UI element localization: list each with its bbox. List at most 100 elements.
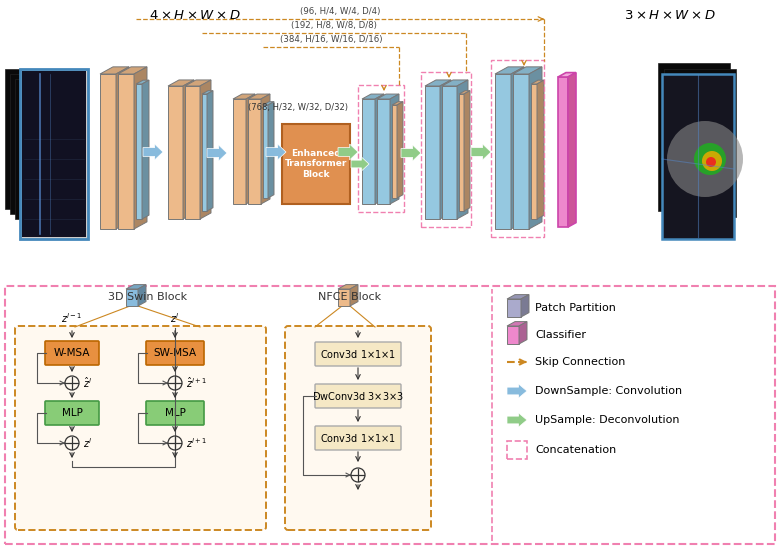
Bar xyxy=(658,63,730,211)
Text: Concatenation: Concatenation xyxy=(535,445,616,455)
Polygon shape xyxy=(471,144,491,160)
Text: MLP: MLP xyxy=(165,408,185,418)
Text: MLP: MLP xyxy=(62,408,83,418)
Polygon shape xyxy=(233,94,255,99)
Polygon shape xyxy=(529,67,542,229)
Circle shape xyxy=(667,121,743,197)
Polygon shape xyxy=(183,80,194,219)
Polygon shape xyxy=(118,67,147,74)
Polygon shape xyxy=(440,80,451,219)
Polygon shape xyxy=(116,67,129,229)
Polygon shape xyxy=(507,413,527,427)
Bar xyxy=(662,74,734,239)
Text: (192, H/8, W/8, D/8): (192, H/8, W/8, D/8) xyxy=(291,21,377,30)
Polygon shape xyxy=(207,91,213,211)
Bar xyxy=(664,69,736,217)
Bar xyxy=(20,69,88,239)
FancyBboxPatch shape xyxy=(282,124,350,204)
Polygon shape xyxy=(362,99,375,204)
Polygon shape xyxy=(377,99,390,204)
Polygon shape xyxy=(531,80,544,84)
Text: UpSample: Deconvolution: UpSample: Deconvolution xyxy=(535,415,679,425)
Polygon shape xyxy=(521,295,529,317)
Polygon shape xyxy=(338,289,350,306)
Bar xyxy=(10,74,78,214)
Polygon shape xyxy=(142,80,149,219)
Polygon shape xyxy=(392,105,397,198)
Text: $z^{l+1}$: $z^{l+1}$ xyxy=(186,436,208,450)
FancyBboxPatch shape xyxy=(285,326,431,530)
Polygon shape xyxy=(507,299,521,317)
Polygon shape xyxy=(248,94,270,99)
Polygon shape xyxy=(513,74,529,229)
Bar xyxy=(5,69,73,209)
Polygon shape xyxy=(568,72,576,227)
Polygon shape xyxy=(351,157,369,171)
Polygon shape xyxy=(136,84,142,219)
Polygon shape xyxy=(558,72,576,77)
Polygon shape xyxy=(495,74,511,229)
Circle shape xyxy=(706,157,716,167)
Polygon shape xyxy=(202,94,207,211)
FancyBboxPatch shape xyxy=(45,341,99,365)
Polygon shape xyxy=(531,84,537,219)
Polygon shape xyxy=(100,67,129,74)
Text: (384, H/16, W/16, D/16): (384, H/16, W/16, D/16) xyxy=(280,35,382,44)
Polygon shape xyxy=(350,284,358,306)
Polygon shape xyxy=(202,91,213,94)
Polygon shape xyxy=(464,91,470,211)
Polygon shape xyxy=(390,94,399,204)
FancyBboxPatch shape xyxy=(315,342,401,366)
Text: 3D Swin Block: 3D Swin Block xyxy=(109,292,187,302)
FancyBboxPatch shape xyxy=(315,384,401,408)
Text: Classifier: Classifier xyxy=(535,330,586,340)
Text: (768, H/32, W/32, D/32): (768, H/32, W/32, D/32) xyxy=(248,103,348,112)
Bar xyxy=(558,77,568,227)
Polygon shape xyxy=(263,102,274,105)
Polygon shape xyxy=(375,94,384,204)
Polygon shape xyxy=(266,144,286,160)
Polygon shape xyxy=(377,94,399,99)
Polygon shape xyxy=(459,91,470,94)
Polygon shape xyxy=(261,94,270,204)
Polygon shape xyxy=(425,80,451,86)
Polygon shape xyxy=(459,94,464,211)
Polygon shape xyxy=(442,80,468,86)
Text: NFCE Block: NFCE Block xyxy=(319,292,382,302)
Polygon shape xyxy=(185,86,200,219)
Text: Patch Partition: Patch Partition xyxy=(535,303,616,313)
Polygon shape xyxy=(246,94,255,204)
Polygon shape xyxy=(207,145,227,161)
FancyBboxPatch shape xyxy=(315,426,401,450)
Text: $\hat{z}^{l+1}$: $\hat{z}^{l+1}$ xyxy=(186,376,207,390)
Polygon shape xyxy=(268,102,274,198)
Polygon shape xyxy=(513,67,542,74)
Polygon shape xyxy=(118,74,134,229)
Bar xyxy=(20,84,88,224)
Polygon shape xyxy=(185,80,211,86)
Polygon shape xyxy=(168,80,194,86)
Text: Enhanced
Transformer
Block: Enhanced Transformer Block xyxy=(285,149,348,179)
Text: W-MSA: W-MSA xyxy=(54,348,91,358)
Polygon shape xyxy=(401,145,421,161)
Polygon shape xyxy=(507,322,527,326)
Polygon shape xyxy=(233,99,246,204)
Polygon shape xyxy=(100,74,116,229)
Bar xyxy=(15,79,83,219)
Text: $4\times H\times W\times D$: $4\times H\times W\times D$ xyxy=(149,9,241,22)
Polygon shape xyxy=(263,105,268,198)
Polygon shape xyxy=(126,289,138,306)
Text: Conv3d 1$\times$1$\times$1: Conv3d 1$\times$1$\times$1 xyxy=(320,348,396,360)
Polygon shape xyxy=(138,284,146,306)
Polygon shape xyxy=(507,384,527,398)
Polygon shape xyxy=(457,80,468,219)
Polygon shape xyxy=(495,67,524,74)
Polygon shape xyxy=(126,284,146,289)
Polygon shape xyxy=(392,102,403,105)
Circle shape xyxy=(694,143,726,175)
Polygon shape xyxy=(248,99,261,204)
Text: DwConv3d 3$\times$3$\times$3: DwConv3d 3$\times$3$\times$3 xyxy=(312,390,404,402)
Polygon shape xyxy=(136,80,149,84)
Polygon shape xyxy=(537,80,544,219)
Polygon shape xyxy=(442,86,457,219)
